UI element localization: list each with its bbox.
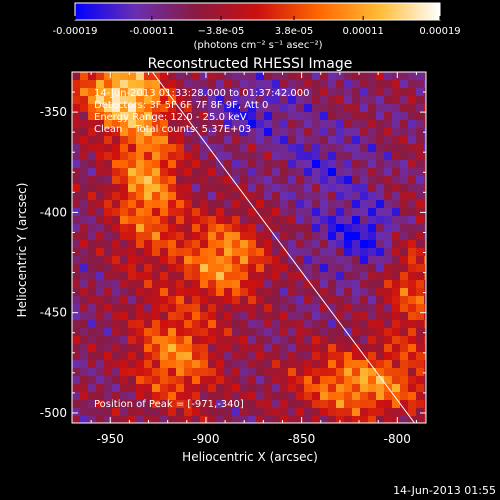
heatmap-cells <box>72 72 426 423</box>
x-axis-label: Heliocentric X (arcsec) <box>182 450 318 464</box>
x-tick-label: -950 <box>97 432 124 446</box>
colorbar-tick-label: −3.8e-05 <box>198 26 245 37</box>
x-tick-label: -900 <box>192 432 219 446</box>
plot-frame <box>71 71 427 424</box>
annotation-clean-counts: Clean Total counts: 5.37E+03 <box>94 124 251 135</box>
chart-title: Reconstructed RHESSI Image <box>148 56 353 72</box>
colorbar-tick-label: -0.00019 <box>53 26 98 37</box>
y-tick-label: -400 <box>40 205 67 219</box>
x-tick-label: -850 <box>288 432 315 446</box>
annotation-time-range: 14-Jun-2013 01:33:28.000 to 01:37:42.000 <box>94 88 310 99</box>
y-axis-label: Heliocentric Y (arcsec) <box>15 183 29 318</box>
y-tick-label: -350 <box>40 105 67 119</box>
colorbar-units: (photons cm⁻² s⁻¹ asec⁻²) <box>193 40 322 51</box>
footer-timestamp: 14-Jun-2013 01:55 <box>393 484 496 497</box>
colorbar-ticks: -0.00019 -0.00011 −3.8e-05 3.8e-05 0.00011 0.… <box>53 16 461 37</box>
annotation-energy-range: Energy Range: 12.0 - 25.0 keV <box>94 112 247 123</box>
colorbar <box>74 2 441 21</box>
solar-limb-line <box>151 72 415 423</box>
colorbar-tick-label: 3.8e-05 <box>275 26 313 37</box>
y-tick-label: -450 <box>40 306 67 320</box>
colorbar-tick-label: 0.00011 <box>342 26 383 37</box>
y-tick-label: -500 <box>40 406 67 420</box>
axes: -950 -900 -850 -800 -350 -400 -450 -500 <box>40 71 426 446</box>
x-tick-label: -800 <box>384 432 411 446</box>
annotations: 14-Jun-2013 01:33:28.000 to 01:37:42.000… <box>94 88 310 410</box>
colorbar-tick-label: 0.00019 <box>419 26 460 37</box>
peak-position-label: Position of Peak = [-971,-340] <box>94 399 244 410</box>
colorbar-tick-label: -0.00011 <box>129 26 174 37</box>
annotation-detectors: Detectors: 3F 5F 6F 7F 8F 9F, Att 0 <box>94 100 268 111</box>
